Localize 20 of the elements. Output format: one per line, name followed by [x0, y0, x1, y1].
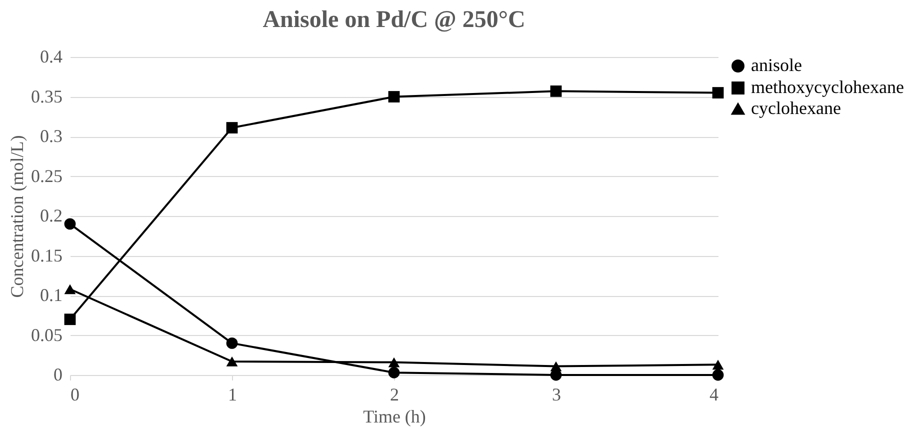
y-tick-label: 0.4	[40, 46, 62, 66]
y-tick-label: 0.2	[40, 206, 62, 226]
x-tick-label: 0	[70, 384, 80, 404]
x-tick-label: 2	[390, 384, 399, 404]
y-tick-label: 0.1	[40, 285, 62, 305]
y-tick-label: 0	[54, 364, 62, 384]
y-tick-label: 0.3	[40, 126, 62, 146]
chart-title: Anisole on Pd/C @ 250°C	[262, 7, 526, 33]
y-tick-label: 0.05	[31, 324, 62, 345]
x-axis-title: Time (h)	[363, 406, 426, 426]
legend-label: anisole	[751, 55, 802, 75]
y-tick-label: 0.35	[31, 86, 62, 106]
y-tick-label: 0.25	[31, 166, 62, 186]
x-tick-label: 1	[228, 384, 237, 404]
legend-label: cyclohexane	[751, 98, 841, 118]
legend-label: methoxycyclohexane	[751, 77, 904, 97]
x-tick-label: 4	[710, 384, 718, 404]
y-axis-title: Concentration (mol/L)	[7, 135, 27, 298]
y-tick-label: 0.15	[31, 245, 62, 266]
x-tick-label: 3	[552, 384, 561, 404]
